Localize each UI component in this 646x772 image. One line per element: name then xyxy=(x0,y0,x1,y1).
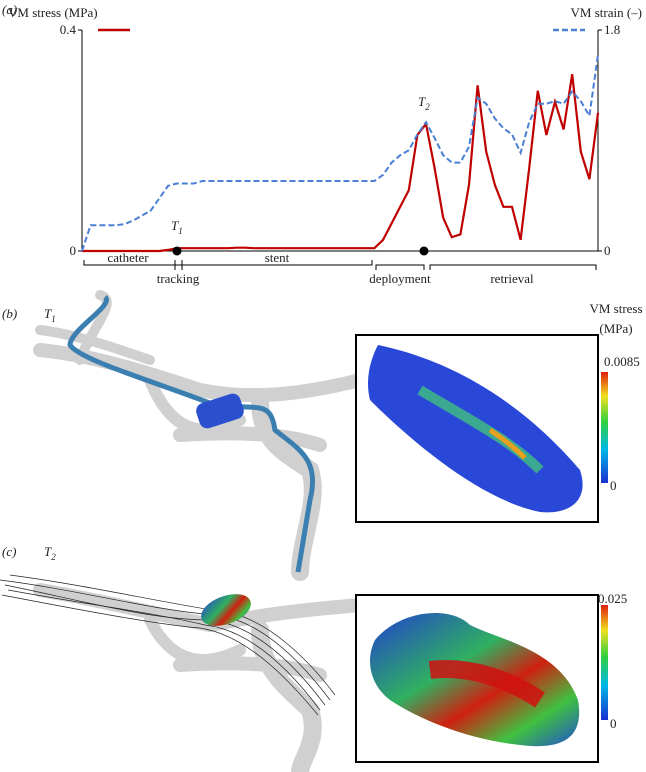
phase-bracket xyxy=(174,264,183,270)
y-tick-label: 0.4 xyxy=(60,22,77,37)
phase-label: retrieval xyxy=(490,271,534,286)
colorbar-min: 0 xyxy=(610,716,617,731)
panel-c: (c) T2 0.025 0 xyxy=(0,544,627,772)
legend-label: VM strain (–) xyxy=(571,5,643,20)
vessel xyxy=(33,290,367,581)
y-tick-label: 0 xyxy=(70,243,77,258)
stress-peak xyxy=(428,660,545,708)
stent xyxy=(201,594,251,626)
time-marker xyxy=(172,246,182,256)
panel-label: (b) xyxy=(2,306,17,321)
vessel xyxy=(33,583,367,772)
phase-label: tracking xyxy=(157,271,200,286)
time-marker xyxy=(419,246,429,256)
colorbar-title: VM stress xyxy=(589,301,642,316)
stent xyxy=(196,393,244,429)
phase-bracket xyxy=(181,260,373,266)
stress-band xyxy=(417,385,544,474)
phase-bracket xyxy=(83,260,176,266)
stress-peak xyxy=(488,427,527,460)
stent-stress xyxy=(367,345,583,513)
time-label: T1 xyxy=(44,306,56,324)
stent-wires xyxy=(0,574,336,716)
colorbar-min: 0 xyxy=(610,478,617,493)
phase-bracket xyxy=(429,264,597,270)
time-label: T2 xyxy=(44,544,56,562)
phase-bracket xyxy=(375,264,425,270)
colorbar-max: 0.025 xyxy=(598,591,627,606)
phase-label: stent xyxy=(265,250,290,265)
colorbar xyxy=(601,605,608,720)
colorbar xyxy=(601,372,608,483)
catheter xyxy=(67,295,316,573)
y2-tick-label: 1.8 xyxy=(604,22,620,37)
panel-label: (a) xyxy=(2,2,17,17)
colorbar-max: 0.0085 xyxy=(604,354,640,369)
chart: (a) 0 0.4 0 1.8 VM stress (MPa) VM strain (–)… xyxy=(2,2,642,286)
panel-label: (c) xyxy=(2,544,16,559)
phase-label: catheter xyxy=(107,250,149,265)
panel-b: (b) T1 VM stress (MPa) 0.0085 0 xyxy=(2,290,643,581)
time-label: T2 xyxy=(418,94,430,112)
series-line xyxy=(82,74,600,253)
y2-tick-label: 0 xyxy=(604,243,611,258)
time-label: T1 xyxy=(171,218,183,236)
series-line xyxy=(81,54,599,252)
colorbar-title: (MPa) xyxy=(599,321,632,336)
legend-label: VM stress (MPa) xyxy=(8,5,98,20)
phase-label: deployment xyxy=(369,271,431,286)
